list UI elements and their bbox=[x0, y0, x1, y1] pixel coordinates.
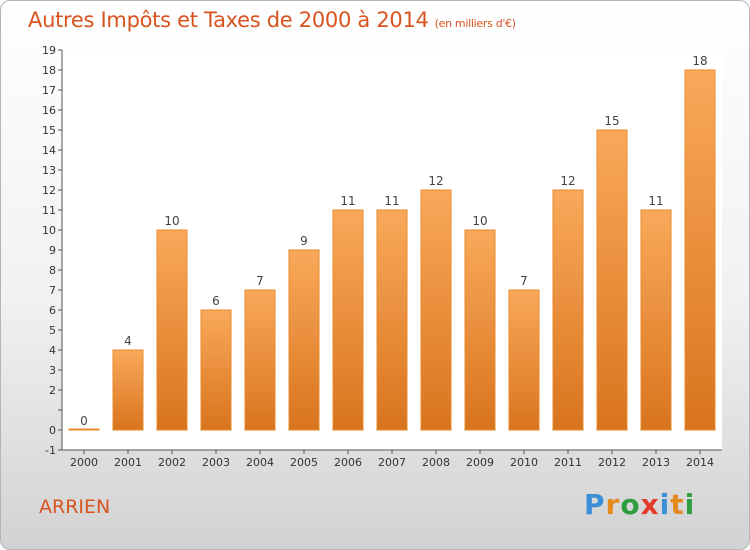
y-tick-label: 13 bbox=[42, 164, 56, 177]
y-tick-label: 6 bbox=[49, 304, 56, 317]
y-tick-label: 11 bbox=[42, 204, 56, 217]
x-tick-label: 2007 bbox=[378, 456, 406, 469]
y-tick-label: -1 bbox=[45, 444, 56, 457]
y-tick-label: 17 bbox=[42, 84, 56, 97]
y-tick-label: 3 bbox=[49, 364, 56, 377]
x-tick-label: 2006 bbox=[334, 456, 362, 469]
proxiti-logo: Proxiti bbox=[584, 488, 695, 521]
y-tick-label: 9 bbox=[49, 244, 56, 257]
bar bbox=[68, 428, 100, 431]
x-tick-label: 2003 bbox=[202, 456, 230, 469]
bar bbox=[640, 209, 672, 431]
bar-value-label: 15 bbox=[604, 114, 619, 128]
bar bbox=[156, 229, 188, 431]
y-tick-label: 7 bbox=[49, 284, 56, 297]
bar bbox=[420, 189, 452, 431]
y-tick-label: 4 bbox=[49, 344, 56, 357]
x-tick-label: 2004 bbox=[246, 456, 274, 469]
logo-letter: o bbox=[620, 488, 641, 521]
bar-value-label: 9 bbox=[300, 234, 308, 248]
y-tick-label: 18 bbox=[42, 64, 56, 77]
commune-name: ARRIEN bbox=[39, 496, 111, 518]
y-tick-label: 14 bbox=[42, 144, 56, 157]
y-tick-label: 2 bbox=[49, 384, 56, 397]
bar bbox=[332, 209, 364, 431]
x-tick-label: 2005 bbox=[290, 456, 318, 469]
bar bbox=[552, 189, 584, 431]
logo-letter: t bbox=[670, 488, 685, 521]
y-tick-label: 19 bbox=[42, 44, 56, 57]
bar bbox=[376, 209, 408, 431]
x-tick-label: 2000 bbox=[70, 456, 98, 469]
x-tick-label: 2014 bbox=[686, 456, 714, 469]
bar-value-label: 10 bbox=[472, 214, 487, 228]
bar-value-label: 7 bbox=[520, 274, 528, 288]
x-tick-label: 2011 bbox=[554, 456, 582, 469]
bar-value-label: 18 bbox=[692, 54, 707, 68]
logo-letter: r bbox=[605, 488, 621, 521]
bar-value-label: 6 bbox=[212, 294, 220, 308]
bar bbox=[112, 349, 144, 431]
logo-letter: x bbox=[640, 488, 660, 521]
y-tick-label: 10 bbox=[42, 224, 56, 237]
bar bbox=[684, 69, 716, 431]
x-tick-label: 2002 bbox=[158, 456, 186, 469]
x-tick-label: 2010 bbox=[510, 456, 538, 469]
x-tick-label: 2013 bbox=[642, 456, 670, 469]
bar-value-label: 4 bbox=[124, 334, 132, 348]
y-tick-label: 16 bbox=[42, 104, 56, 117]
y-tick-label: 15 bbox=[42, 124, 56, 137]
bar-value-label: 11 bbox=[384, 194, 399, 208]
logo-letter: i bbox=[684, 488, 696, 521]
x-tick-label: 2001 bbox=[114, 456, 142, 469]
y-tick-label: 0 bbox=[49, 424, 56, 437]
y-tick-label: 12 bbox=[42, 184, 56, 197]
bar bbox=[244, 289, 276, 431]
x-tick-label: 2008 bbox=[422, 456, 450, 469]
bar-value-label: 0 bbox=[80, 414, 88, 428]
bar bbox=[288, 249, 320, 431]
y-tick-label: 5 bbox=[49, 324, 56, 337]
bar-value-label: 12 bbox=[428, 174, 443, 188]
bar bbox=[596, 129, 628, 431]
bar bbox=[508, 289, 540, 431]
bar-value-label: 12 bbox=[560, 174, 575, 188]
y-tick-label: 8 bbox=[49, 264, 56, 277]
bar bbox=[464, 229, 496, 431]
x-tick-label: 2012 bbox=[598, 456, 626, 469]
logo-letter: i bbox=[659, 488, 671, 521]
bar-value-label: 7 bbox=[256, 274, 264, 288]
bar-value-label: 11 bbox=[648, 194, 663, 208]
x-tick-label: 2009 bbox=[466, 456, 494, 469]
chart-title-text: Autres Impôts et Taxes de 2000 à 2014 bbox=[28, 8, 429, 32]
chart-subtitle: (en milliers d'€) bbox=[434, 17, 516, 30]
chart-title: Autres Impôts et Taxes de 2000 à 2014 (en… bbox=[28, 8, 516, 32]
bar bbox=[200, 309, 232, 431]
bar-value-label: 11 bbox=[340, 194, 355, 208]
bar-value-label: 10 bbox=[164, 214, 179, 228]
logo-letter: P bbox=[584, 488, 606, 521]
